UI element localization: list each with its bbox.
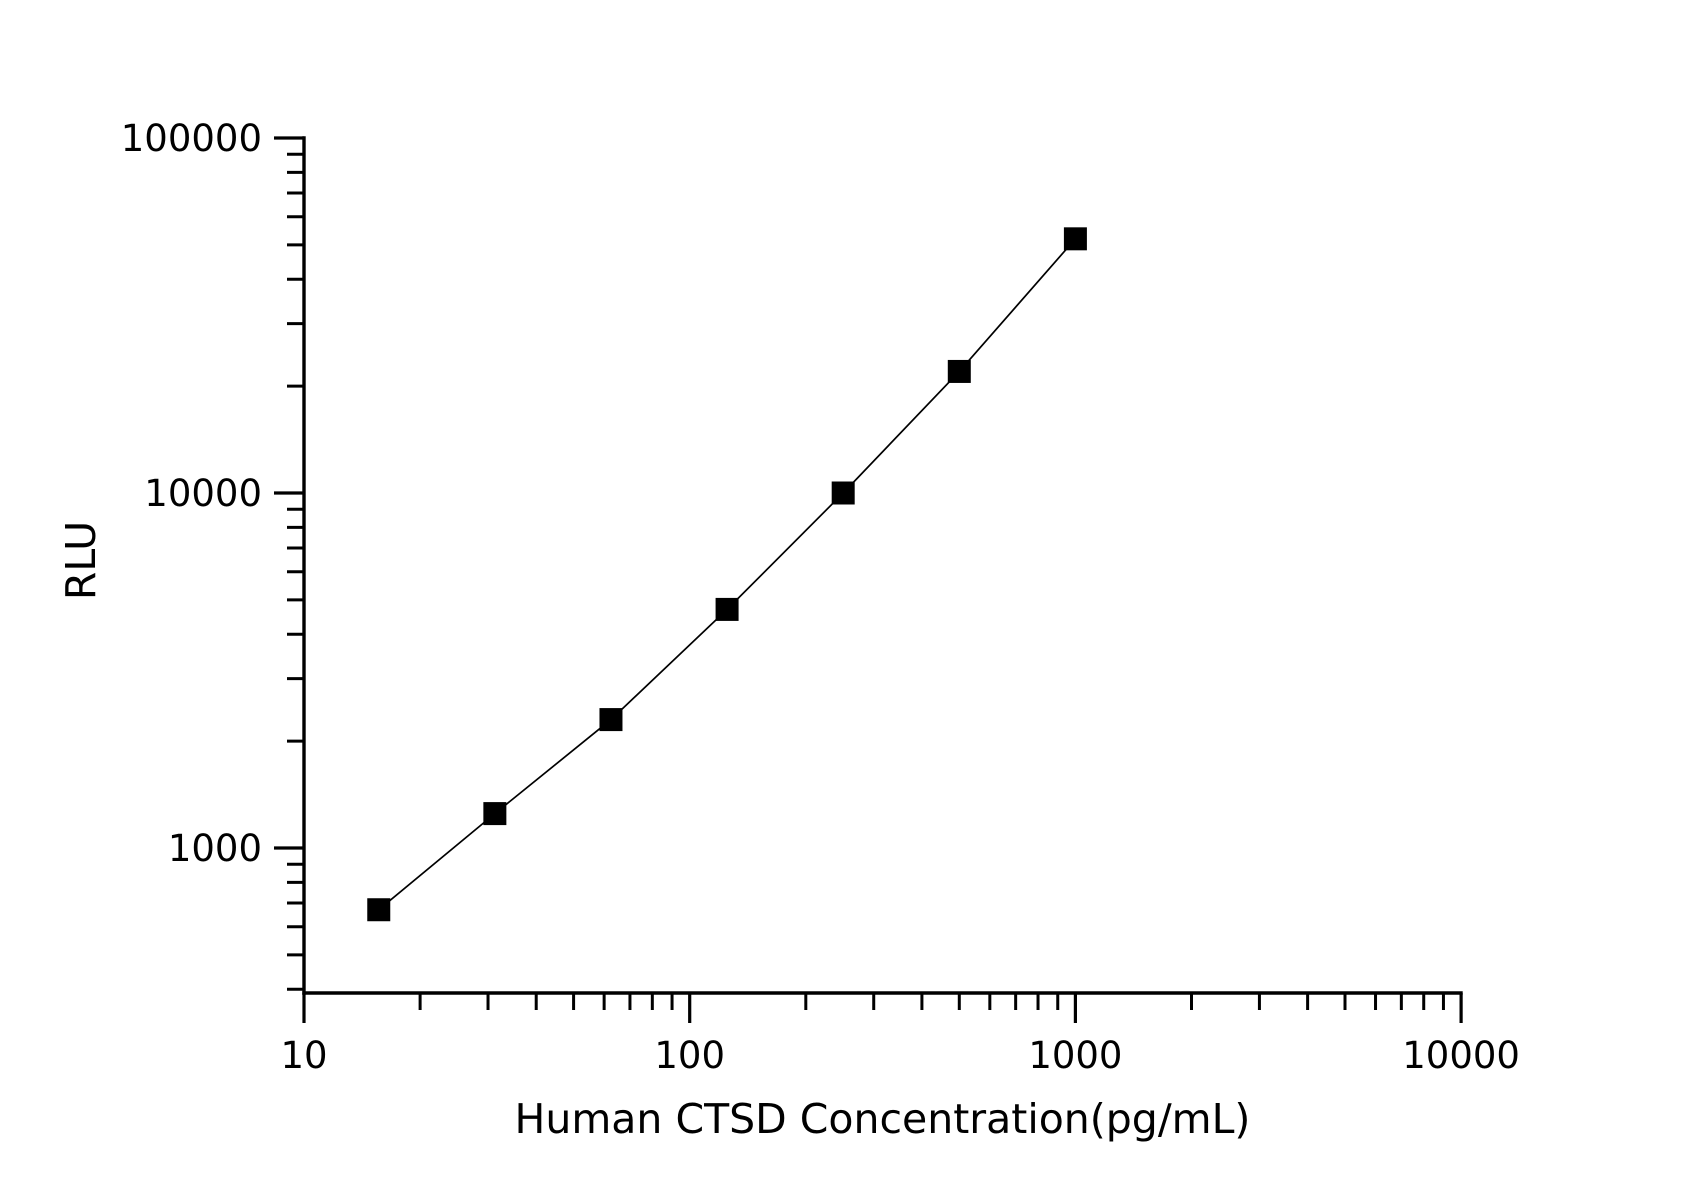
series-line [378,238,1077,911]
ticks-group [274,136,1463,1023]
data-point-marker [483,802,507,826]
y-axis-tick-label: 100000 [121,117,262,160]
axis-titles-group: Human CTSD Concentration(pg/mL) RLU [57,521,1250,1143]
axes-group [302,136,1463,995]
data-point-marker [1063,227,1087,251]
y-axis-tick-label: 1000 [168,827,262,870]
data-point-marker [947,359,971,383]
data-point-marker [599,708,623,732]
y-axis-title: RLU [57,521,105,600]
data-point-marker [831,481,855,505]
x-axis-tick-label: 1000 [1028,1034,1122,1077]
x-axis-tick-label: 10000 [1402,1034,1520,1077]
y-axis-tick-label: 10000 [144,472,262,515]
x-axis-title: Human CTSD Concentration(pg/mL) [515,1095,1251,1143]
data-series-group [367,227,1087,922]
data-point-marker [715,597,739,621]
x-axis-tick-label: 100 [654,1034,725,1077]
data-point-marker [367,898,391,922]
tick-labels-group: 1000 10000 100000 10 100 1000 10000 [121,117,1520,1077]
x-axis-tick-label: 10 [280,1034,327,1077]
